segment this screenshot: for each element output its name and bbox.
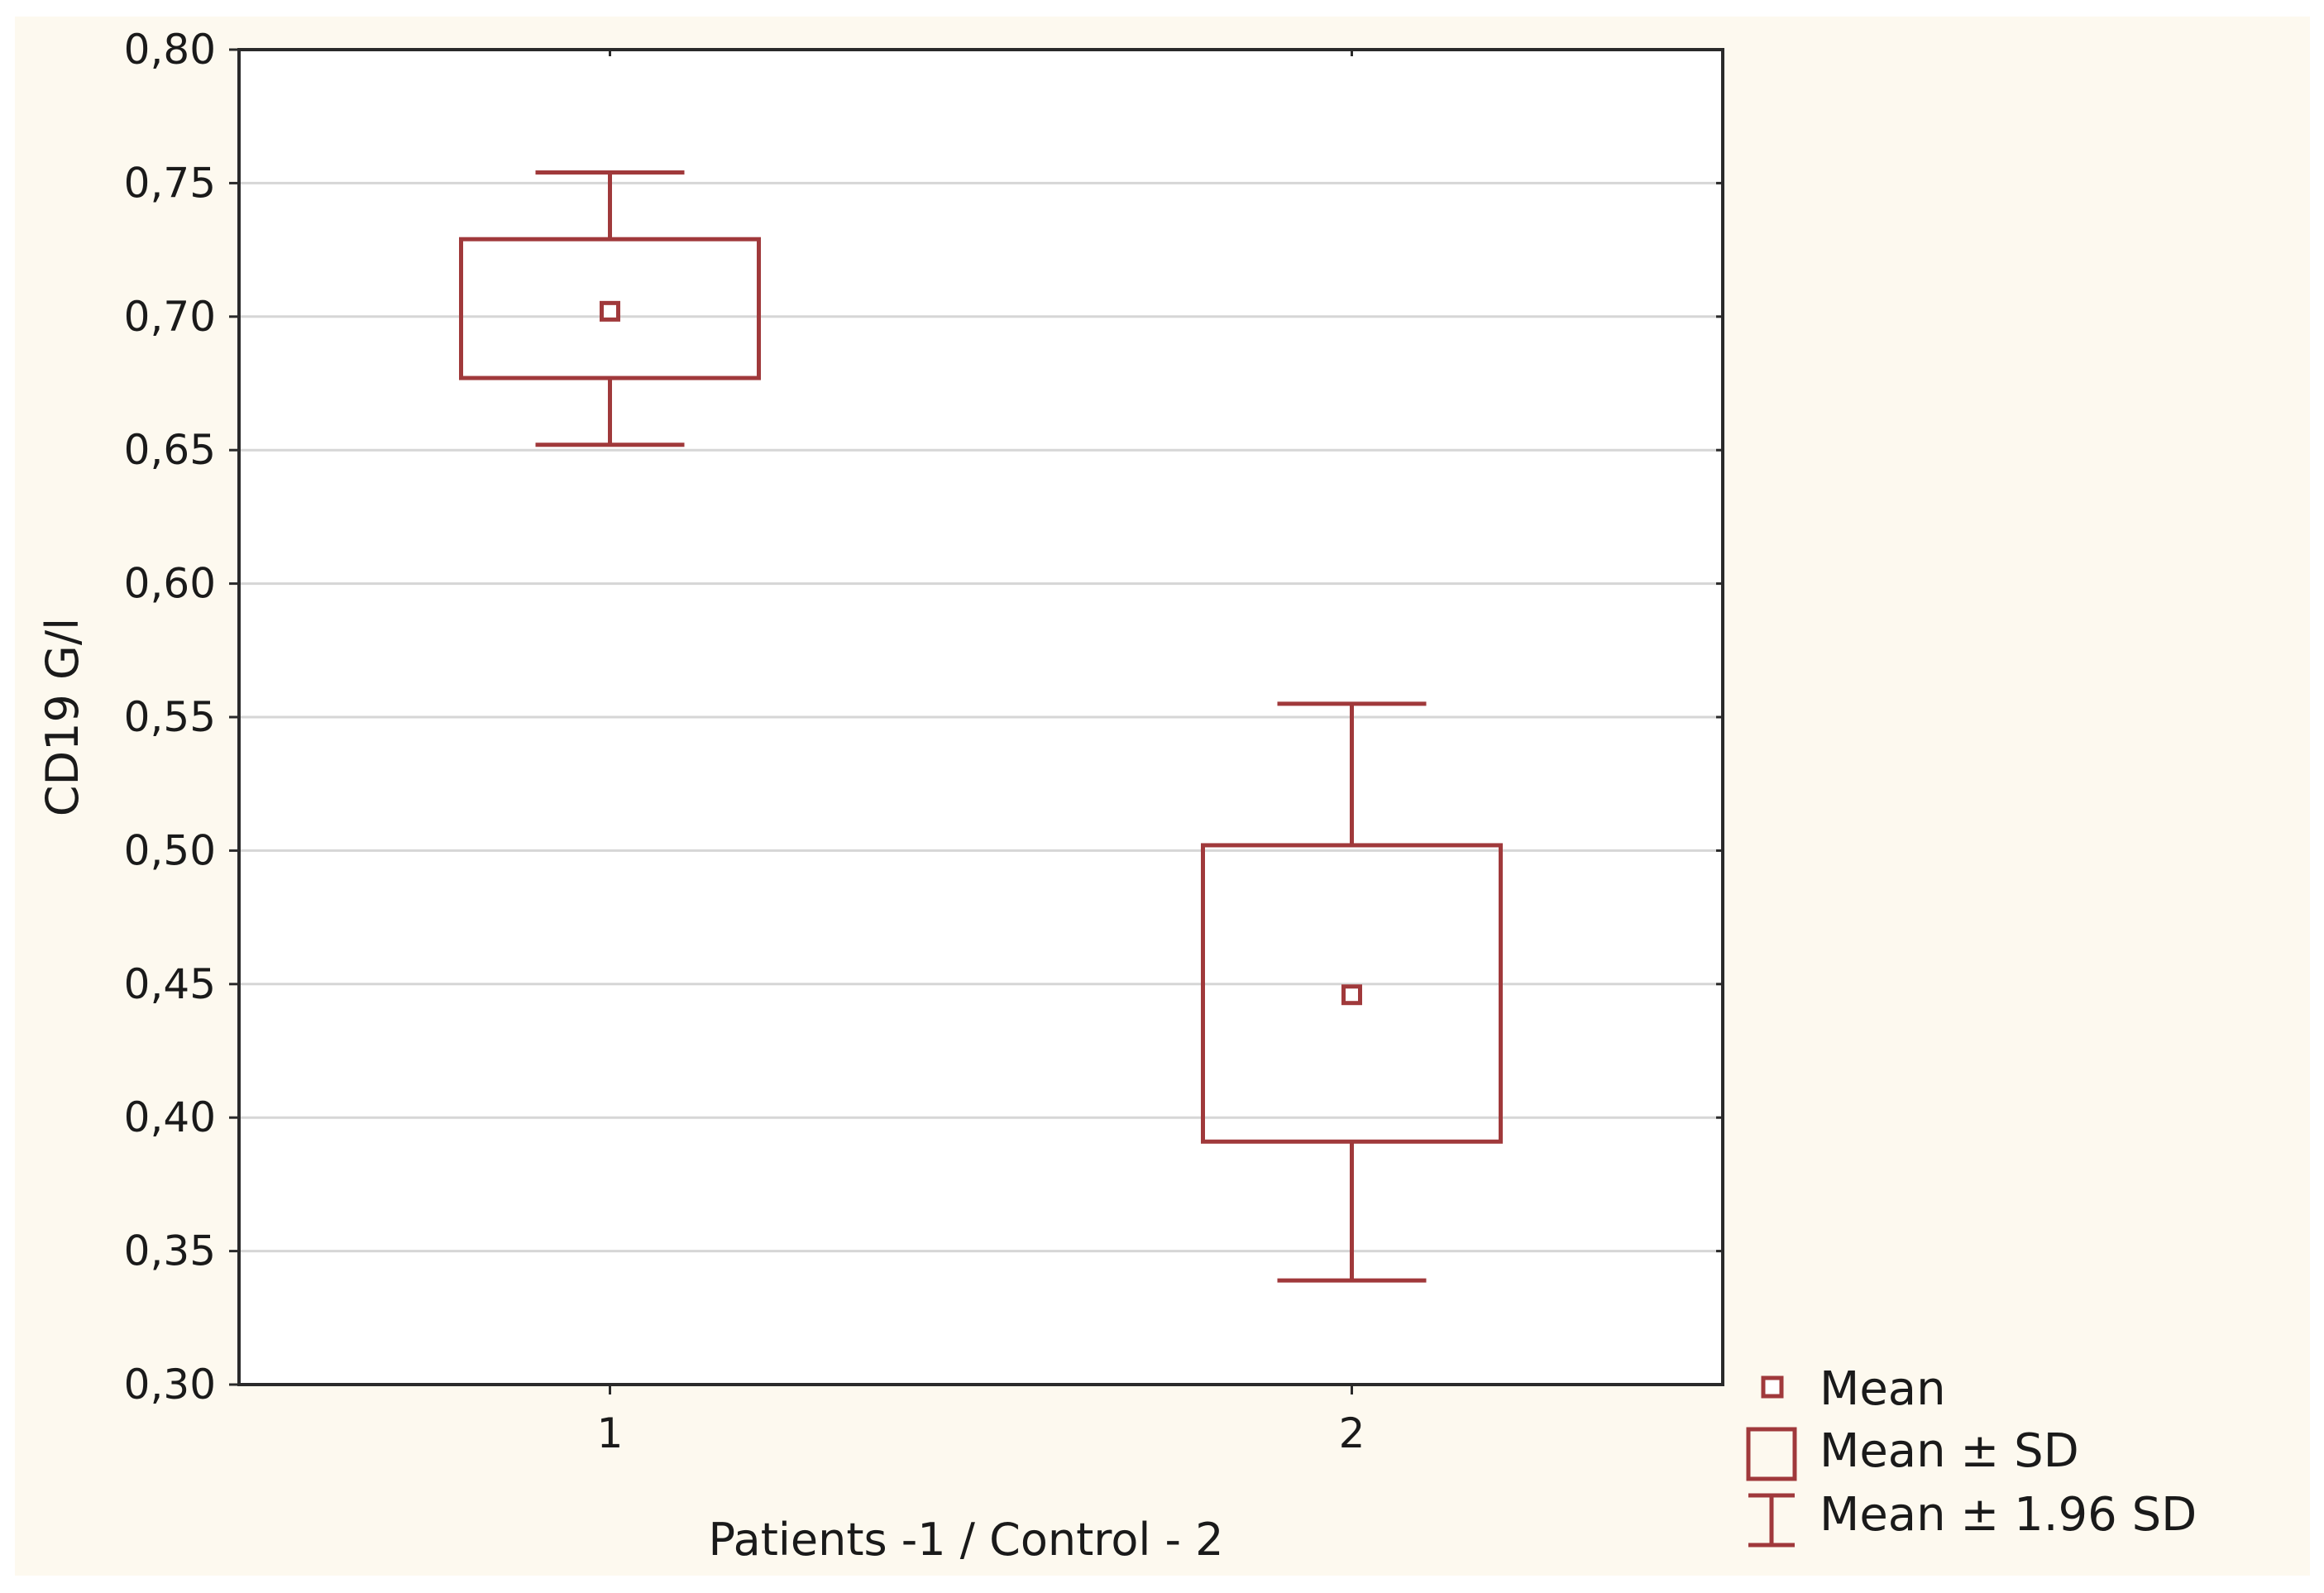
legend-mean-label: Mean — [1820, 1362, 1946, 1416]
y-tick-label: 0,35 — [124, 1227, 216, 1275]
legend-mean-symbol — [1761, 1375, 1784, 1399]
box-group-2 — [1201, 701, 1503, 1283]
chart-marks — [459, 170, 1503, 1283]
legend-sd-symbol — [1746, 1427, 1797, 1481]
y-tick-label: 0,75 — [124, 159, 216, 207]
sd-box — [459, 237, 761, 380]
legend: Mean Mean ± SD Mean ± 1.96 SD — [1746, 1362, 2197, 1548]
y-tick-label: 0,55 — [124, 693, 216, 741]
y-axis-label: CD19 G/l — [36, 618, 88, 816]
y-tick-label: 0,40 — [124, 1093, 216, 1141]
x-axis-label: Patients -1 / Control - 2 — [708, 1514, 1223, 1566]
box-group-1 — [459, 170, 761, 447]
mean-marker — [1341, 984, 1362, 1006]
y-tick-label: 0,80 — [124, 26, 216, 74]
y-tick-label: 0,50 — [124, 826, 216, 874]
x-tick-label: 1 — [597, 1409, 624, 1457]
plot-frame — [237, 48, 1724, 1386]
y-tick-label: 0,30 — [124, 1361, 216, 1409]
y-tick-label: 0,60 — [124, 560, 216, 608]
gridlines — [239, 181, 1723, 1253]
y-tick-label: 0,70 — [124, 293, 216, 341]
y-tick-label: 0,45 — [124, 960, 216, 1008]
legend-sd-label: Mean ± SD — [1820, 1424, 2079, 1478]
y-tick-label: 0,65 — [124, 426, 216, 474]
sd-box — [1201, 843, 1503, 1144]
y-axis-ticks: 0,30 0,35 0,40 0,45 0,50 0,55 0,60 0,65 0,70 0,75… — [124, 26, 1723, 1409]
mean-marker — [600, 300, 620, 322]
x-tick-label: 2 — [1339, 1409, 1365, 1457]
legend-ci-label: Mean ± 1.96 SD — [1820, 1488, 2197, 1542]
